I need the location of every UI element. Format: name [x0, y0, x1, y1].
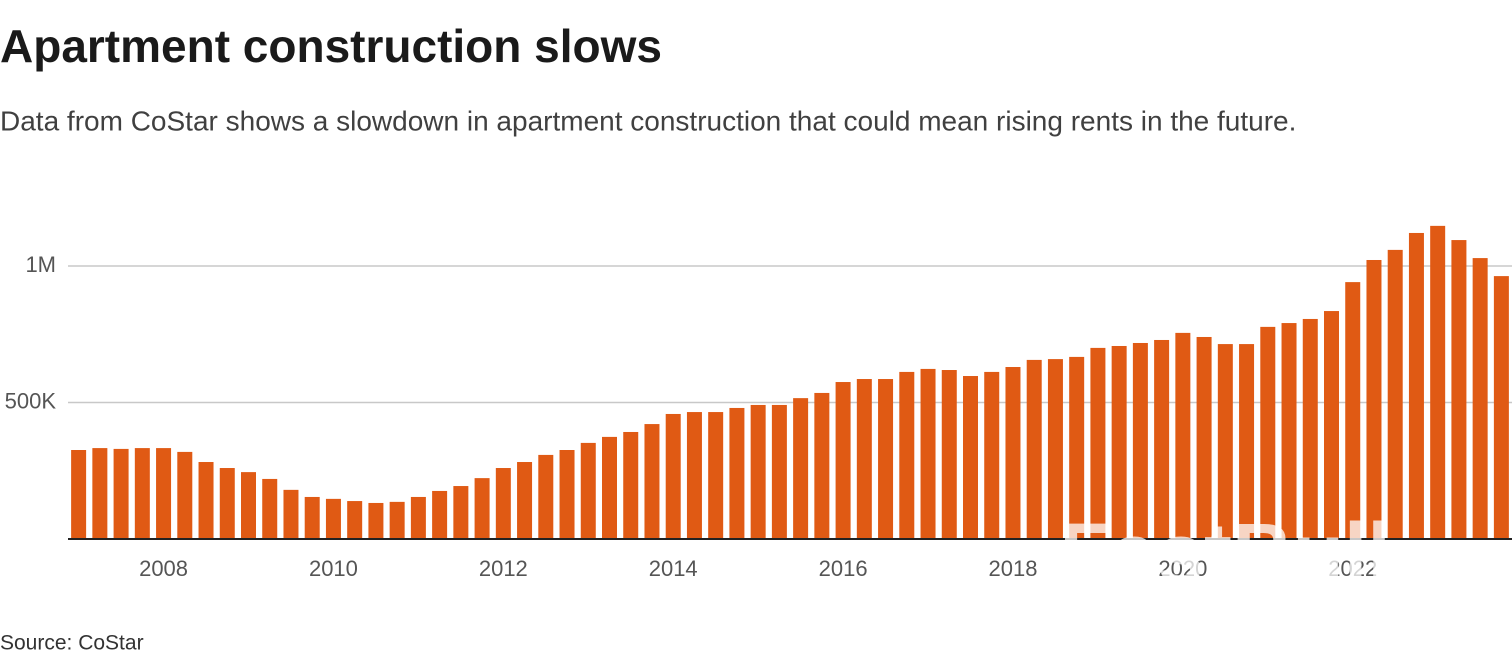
bar	[580, 442, 596, 539]
x-tick-label: 2010	[309, 556, 358, 581]
bar	[304, 496, 320, 539]
bar	[177, 451, 193, 539]
x-tick-label: 2014	[649, 556, 698, 581]
bar	[1472, 258, 1488, 539]
bar	[347, 501, 363, 539]
bar	[517, 462, 533, 539]
bar	[1493, 276, 1509, 539]
y-tick-label: 1M	[25, 252, 56, 277]
bar	[771, 404, 787, 539]
bar	[835, 382, 851, 539]
bar	[1047, 359, 1063, 539]
bar	[920, 368, 936, 539]
chart-title: Apartment construction slows	[0, 20, 662, 72]
bar	[1451, 240, 1467, 539]
bar	[1132, 342, 1148, 539]
bar	[1260, 326, 1276, 539]
bar	[856, 379, 872, 539]
bar	[495, 468, 511, 539]
x-tick-label: 2008	[139, 556, 188, 581]
bar	[1175, 332, 1191, 539]
x-tick-label: 2012	[479, 556, 528, 581]
bar	[410, 496, 426, 539]
bar	[241, 472, 256, 539]
bar	[1239, 344, 1255, 539]
bar	[1281, 323, 1297, 539]
bar	[1217, 344, 1233, 539]
bar	[1408, 232, 1424, 540]
bar	[729, 407, 745, 539]
bar	[559, 450, 575, 539]
bar	[793, 398, 809, 539]
bar	[602, 436, 617, 539]
bar	[156, 448, 172, 539]
source-note: Source: CoStar	[0, 632, 144, 655]
bar	[665, 413, 681, 539]
bar	[686, 412, 702, 539]
bar	[538, 454, 554, 539]
bar	[1154, 339, 1170, 539]
bar	[1111, 345, 1127, 539]
bar	[963, 376, 978, 539]
bar	[283, 489, 299, 539]
bar	[941, 370, 957, 539]
bar	[644, 424, 660, 539]
bar	[878, 379, 894, 539]
bar	[1324, 311, 1339, 539]
x-tick-label: 2018	[988, 556, 1037, 581]
bar	[1090, 347, 1106, 539]
bar	[1387, 249, 1403, 539]
bar	[113, 448, 129, 539]
x-tick-label: 2016	[819, 556, 868, 581]
bar	[92, 448, 108, 539]
bar	[814, 392, 830, 539]
bar	[262, 478, 278, 539]
y-tick-label: 500K	[5, 388, 57, 413]
bar	[1005, 367, 1021, 539]
bar	[1345, 282, 1361, 539]
x-tick-label: 2020	[1158, 556, 1207, 581]
bar	[474, 478, 490, 539]
bar	[1196, 336, 1212, 539]
bar	[708, 412, 724, 539]
bar	[453, 486, 469, 539]
bar	[325, 498, 341, 539]
bar	[432, 490, 448, 539]
chart-subtitle: Data from CoStar shows a slowdown in apa…	[0, 105, 1296, 136]
bar	[134, 448, 150, 539]
bar	[984, 371, 1000, 539]
bar	[1366, 259, 1382, 539]
watermark: FastBull	[1059, 506, 1390, 600]
bar	[1302, 318, 1318, 539]
bar	[71, 450, 87, 539]
bar	[1430, 225, 1446, 539]
bar	[1026, 359, 1042, 539]
bar	[623, 431, 639, 539]
bar	[389, 501, 405, 539]
x-tick-label: 2022	[1328, 556, 1377, 581]
bar	[1069, 356, 1085, 539]
bar	[219, 468, 235, 539]
bar	[750, 404, 766, 539]
bar	[899, 371, 915, 539]
bar	[198, 462, 214, 539]
bar	[368, 502, 384, 539]
